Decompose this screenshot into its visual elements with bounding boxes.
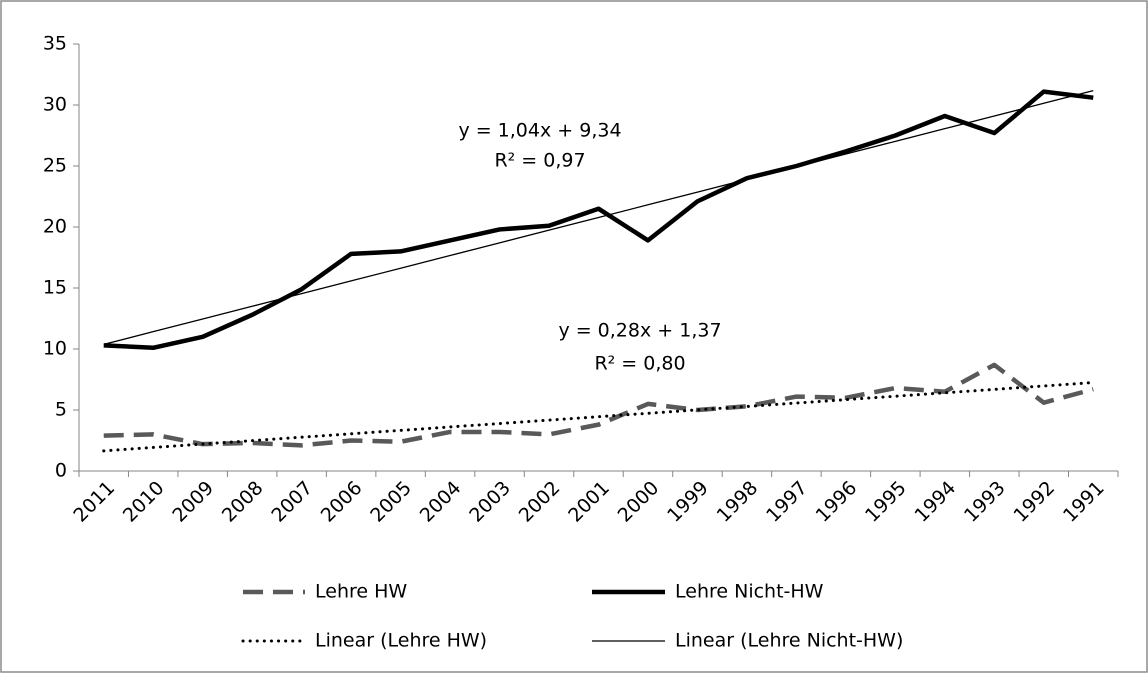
legend-label: Linear (Lehre Nicht-HW)	[675, 630, 903, 652]
series-line	[103, 362, 1094, 448]
legend-label: Linear (Lehre HW)	[315, 630, 487, 652]
series-line	[103, 89, 1094, 345]
y-tick-label: 5	[55, 399, 67, 421]
y-tick-label: 0	[55, 460, 67, 482]
series-line	[102, 381, 1095, 453]
y-tick-label: 25	[43, 155, 67, 177]
y-tick-label: 20	[43, 216, 67, 238]
legend-label: Lehre HW	[315, 581, 407, 603]
trendline-equation: y = 1,04x + 9,34	[458, 120, 621, 142]
trendline-equation: R² = 0,97	[494, 150, 585, 172]
y-tick-label: 30	[43, 94, 67, 116]
y-tick-label: 15	[43, 277, 67, 299]
series-line	[103, 89, 1094, 351]
legend-label: Lehre Nicht-HW	[675, 581, 824, 603]
trendline-equation: y = 0,28x + 1,37	[558, 320, 721, 342]
trendline-equation: R² = 0,80	[594, 353, 685, 375]
y-tick-label: 35	[43, 33, 67, 55]
y-tick-label: 10	[43, 338, 67, 360]
